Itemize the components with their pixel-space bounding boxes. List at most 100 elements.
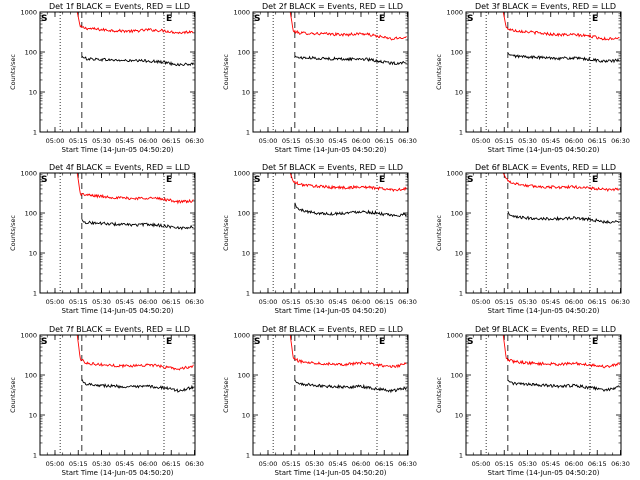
start-marker: S [467,14,473,24]
y-tick-label: 1 [33,452,37,460]
x-tick-label: 06:00 [352,460,371,468]
x-axis-label: Start Time (14-Jun-05 04:50:20) [275,307,387,315]
plot-frame [252,334,409,456]
x-tick-label: 06:00 [139,460,158,468]
y-tick-label: 1000 [20,332,37,340]
x-tick-label: 06:15 [162,137,181,145]
events-series-line [294,379,407,394]
x-tick-label: 05:45 [328,137,347,145]
end-marker: E [166,337,172,347]
plot-frame [252,172,409,294]
y-tick-label: 1000 [20,9,37,17]
chart-panel-8: Det 8f BLACK = Events, RED = LLD 1 10 100 10… [222,325,417,477]
x-tick-label: 05:15 [282,298,301,306]
x-tick-label: 06:30 [185,298,204,306]
y-tick-label: 1 [246,129,250,137]
y-tick-label: 1000 [446,332,463,340]
x-tick-label: 05:30 [518,298,537,306]
plot-frame [39,334,196,456]
x-tick-label: 05:15 [69,460,88,468]
y-tick-label: 10 [29,250,37,258]
x-tick-label: 05:30 [92,137,111,145]
x-tick-label: 06:00 [565,137,584,145]
end-marker: E [592,14,598,24]
y-tick-label: 10 [455,250,463,258]
x-tick-label: 05:15 [495,298,514,306]
x-tick-label: 05:45 [328,460,347,468]
y-tick-label: 1000 [233,9,250,17]
x-tick-label: 06:15 [162,298,181,306]
x-tick-label: 06:15 [588,460,607,468]
y-tick-label: 100 [238,372,250,380]
x-tick-label: 05:00 [472,460,491,468]
y-tick-label: 10 [29,412,37,420]
y-tick-label: 100 [238,210,250,218]
chart-panel-3: Det 3f BLACK = Events, RED = LLD 1 10 100 10… [435,2,630,154]
lld-series-line [502,172,620,192]
y-tick-label: 10 [242,250,250,258]
chart-panel-6: Det 6f BLACK = Events, RED = LLD 1 10 100 10… [435,163,630,315]
y-tick-label: 10 [455,412,463,420]
chart-panel-2: Det 2f BLACK = Events, RED = LLD 1 10 100 10… [222,2,417,154]
plot-frame [39,11,196,133]
y-axis-label: Counts/sec [9,215,17,251]
lld-series-line [76,11,194,35]
x-tick-label: 05:45 [115,137,134,145]
end-marker: E [592,175,598,185]
start-marker: S [41,175,47,185]
y-tick-label: 1 [459,452,463,460]
chart-title: Det 6f BLACK = Events, RED = LLD [475,163,616,172]
x-tick-label: 05:00 [46,298,65,306]
lld-series-line [289,172,407,193]
end-marker: E [379,14,385,24]
events-series-line [294,55,407,66]
x-tick-label: 06:15 [375,460,394,468]
x-tick-label: 05:00 [472,298,491,306]
start-marker: S [41,14,47,24]
x-axis-label: Start Time (14-Jun-05 04:50:20) [62,307,174,315]
x-tick-label: 06:15 [375,137,394,145]
y-axis-label: Counts/sec [9,54,17,90]
y-axis-label: Counts/sec [435,215,443,251]
x-tick-label: 06:30 [611,137,630,145]
chart-panel-1: Det 1f BLACK = Events, RED = LLD 1 10 100 10… [9,2,204,154]
events-series-line [507,52,620,64]
x-tick-label: 05:30 [92,298,111,306]
events-series-line [81,378,194,393]
x-tick-label: 05:45 [115,460,134,468]
x-axis-label: Start Time (14-Jun-05 04:50:20) [62,146,174,154]
y-tick-label: 1 [33,290,37,298]
plot-frame [39,172,196,294]
events-series-line [507,379,620,392]
chart-title: Det 8f BLACK = Events, RED = LLD [262,325,403,334]
plot-frame [465,11,622,133]
y-tick-label: 1000 [446,9,463,17]
x-tick-label: 06:00 [139,298,158,306]
x-tick-label: 06:30 [185,460,204,468]
chart-title: Det 9f BLACK = Events, RED = LLD [475,325,616,334]
x-tick-label: 06:15 [588,137,607,145]
events-series-line [294,202,407,218]
x-tick-label: 06:30 [398,298,417,306]
plot-frame [252,11,409,133]
end-marker: E [592,337,598,347]
x-tick-label: 05:15 [282,137,301,145]
x-tick-label: 06:15 [162,460,181,468]
lld-series-line [502,334,620,369]
y-tick-label: 10 [242,412,250,420]
chart-title: Det 2f BLACK = Events, RED = LLD [262,2,403,11]
x-tick-label: 05:30 [305,137,324,145]
start-marker: S [254,175,260,185]
x-tick-label: 05:30 [518,137,537,145]
y-tick-label: 1 [246,290,250,298]
y-axis-label: Counts/sec [222,54,230,90]
y-tick-label: 100 [451,372,463,380]
x-tick-label: 05:00 [46,137,65,145]
x-tick-label: 05:00 [472,137,491,145]
x-tick-label: 05:15 [282,460,301,468]
y-tick-label: 1 [246,452,250,460]
x-tick-label: 05:45 [541,298,560,306]
y-tick-label: 10 [29,89,37,97]
lld-series-line [289,334,407,369]
